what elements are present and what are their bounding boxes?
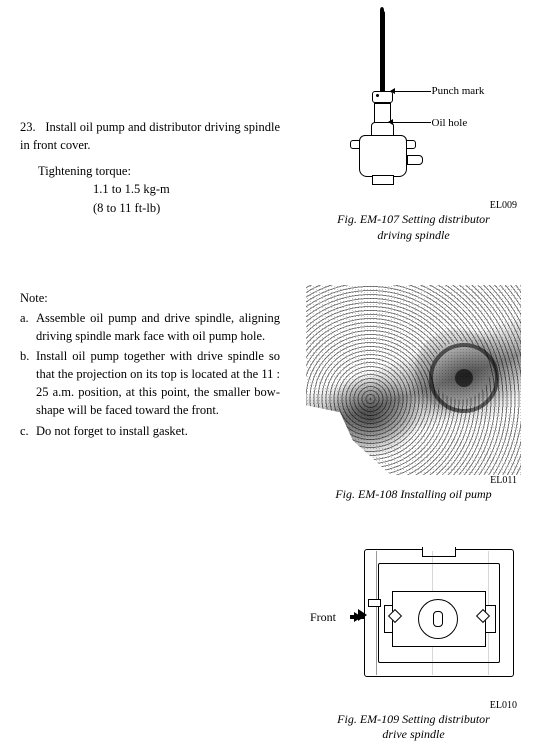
- figure-code: EL009: [306, 200, 521, 211]
- note-a: a. Assemble oil pump and drive spindle, …: [20, 309, 280, 345]
- notes-block: Note: a. Assemble oil pump and drive spi…: [20, 289, 280, 440]
- spindle-slot-icon: [433, 611, 443, 627]
- cover-ridge-icon: [376, 551, 377, 675]
- figure-code: EL011: [306, 475, 521, 486]
- page: 23. Install oil pump and distributor dri…: [0, 0, 537, 750]
- caption-line: driving spindle: [377, 228, 449, 242]
- step-23: 23. Install oil pump and distributor dri…: [20, 118, 280, 154]
- caption-line: Fig. EM-109 Setting distributor: [337, 712, 490, 726]
- figure-3-caption-block: EL010 Fig. EM-109 Setting distributor dr…: [306, 700, 521, 743]
- step-text: Install oil pump and distributor driving…: [20, 120, 280, 152]
- note-text: Assemble oil pump and drive spindle, ali…: [36, 309, 280, 345]
- oil-hole-label: Oil hole: [432, 117, 468, 129]
- figure-em107: Punch mark Oil hole: [304, 5, 524, 200]
- figure-2-caption-block: EL011 Fig. EM-108 Installing oil pump: [306, 475, 521, 503]
- note-letter: c.: [20, 422, 36, 440]
- caption-line: drive spindle: [382, 727, 444, 741]
- pump-foot-icon: [372, 175, 394, 185]
- leader-line-icon: [391, 122, 431, 123]
- arrow-icon: [388, 119, 393, 125]
- figure-caption: Fig. EM-108 Installing oil pump: [306, 487, 521, 503]
- notes-heading: Note:: [20, 289, 280, 307]
- punch-mark-label: Punch mark: [432, 85, 485, 97]
- torque-ftlb: (8 to 11 ft-lb): [38, 199, 280, 217]
- torque-kgm: 1.1 to 1.5 kg-m: [38, 180, 280, 198]
- note-letter: a.: [20, 309, 36, 345]
- pulley-icon: [429, 343, 499, 413]
- torque-block: Tightening torque: 1.1 to 1.5 kg-m (8 to…: [20, 162, 280, 216]
- spindle-shaft-icon: [380, 11, 385, 93]
- oil-pump-body-icon: [359, 135, 407, 177]
- note-text: Do not forget to install gasket.: [36, 422, 280, 440]
- pump-outlet-icon: [407, 155, 423, 165]
- stud-icon: [368, 599, 381, 607]
- note-c: c. Do not forget to install gasket.: [20, 422, 280, 440]
- figure-em109: Front: [306, 545, 521, 700]
- figure-caption: Fig. EM-109 Setting distributor drive sp…: [306, 712, 521, 743]
- right-column: Punch mark Oil hole EL009 Fig. EM-107 Se…: [290, 0, 537, 750]
- step-number: 23.: [20, 120, 36, 134]
- torque-label: Tightening torque:: [38, 162, 280, 180]
- figure-code: EL010: [306, 700, 521, 711]
- left-column: 23. Install oil pump and distributor dri…: [0, 0, 290, 750]
- front-label: Front: [310, 610, 336, 625]
- caption-line: Fig. EM-107 Setting distributor: [337, 212, 490, 226]
- figure-1-caption-block: EL009 Fig. EM-107 Setting distributor dr…: [306, 200, 521, 243]
- leader-line-icon: [393, 91, 431, 92]
- arrow-shaft-icon: [344, 612, 364, 622]
- note-b: b. Install oil pump together with drive …: [20, 347, 280, 420]
- note-text: Install oil pump together with drive spi…: [36, 347, 280, 420]
- arrow-icon: [390, 88, 395, 94]
- figure-caption: Fig. EM-107 Setting distributor driving …: [306, 212, 521, 243]
- figure-em108: [306, 285, 521, 475]
- note-letter: b.: [20, 347, 36, 420]
- cover-notch-icon: [422, 547, 456, 557]
